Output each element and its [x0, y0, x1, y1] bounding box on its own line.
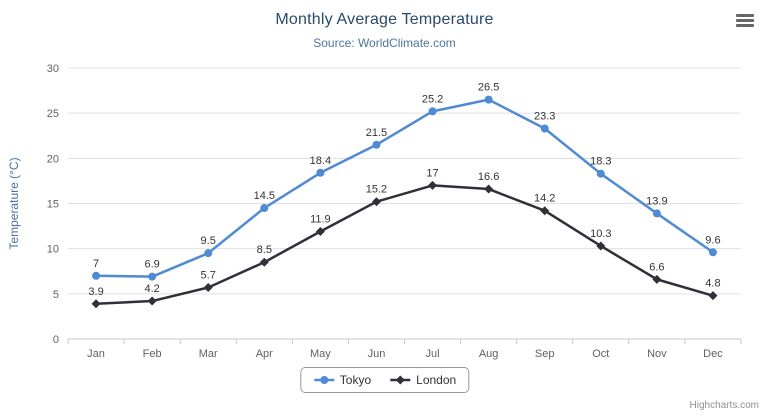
y-axis-tick-label: 0: [53, 334, 59, 346]
legend-marker-shape: [319, 376, 328, 384]
data-label: 15.2: [366, 184, 387, 196]
y-axis-tick-label: 30: [47, 63, 59, 75]
data-label: 10.3: [590, 228, 611, 240]
data-label: 18.3: [590, 156, 611, 168]
x-axis-tick-label: Oct: [592, 348, 609, 360]
london-data-point[interactable]: [91, 299, 101, 309]
y-axis-tick-label: 20: [47, 153, 59, 165]
london-data-point[interactable]: [596, 241, 606, 251]
tokyo-data-point[interactable]: [540, 124, 549, 133]
export-menu-button[interactable]: [733, 10, 757, 30]
london-data-point[interactable]: [428, 180, 438, 190]
london-data-point[interactable]: [315, 227, 325, 237]
legend-label: London: [416, 373, 457, 387]
data-label: 8.5: [257, 244, 272, 256]
x-axis-tick-label: Apr: [256, 348, 273, 360]
hamburger-icon: [736, 14, 754, 17]
data-label: 11.9: [310, 214, 331, 226]
y-axis-tick-label: 10: [47, 244, 59, 256]
london-legend-marker-icon: [390, 375, 411, 385]
legend-item-tokyo[interactable]: Tokyo: [313, 373, 371, 387]
tokyo-data-point[interactable]: [148, 272, 157, 281]
x-axis-tick-label: Jul: [426, 348, 440, 360]
legend: Tokyo London: [299, 367, 470, 393]
tokyo-data-point[interactable]: [204, 249, 213, 258]
x-axis-tick-label: Jun: [368, 348, 386, 360]
tokyo-legend-marker-icon: [313, 376, 334, 384]
data-label: 14.2: [534, 193, 555, 205]
data-label: 18.4: [310, 155, 331, 167]
tokyo-data-point[interactable]: [652, 209, 661, 218]
x-axis-tick-label: Dec: [703, 348, 723, 360]
data-label: 7: [93, 258, 99, 270]
data-label: 5.7: [201, 270, 216, 282]
legend-marker-shape: [395, 375, 405, 385]
london-series-line: [94, 184, 715, 306]
x-axis-tick-label: Feb: [143, 348, 162, 360]
tokyo-data-point[interactable]: [372, 140, 381, 149]
data-label: 14.5: [254, 190, 275, 202]
london-data-point[interactable]: [147, 296, 157, 306]
data-label: 25.2: [422, 93, 443, 105]
london-data-point[interactable]: [708, 291, 718, 301]
data-label: 6.6: [649, 261, 664, 273]
tokyo-data-point[interactable]: [596, 169, 605, 178]
chart-title: Monthly Average Temperature: [275, 11, 494, 28]
tokyo-data-point[interactable]: [260, 204, 269, 213]
y-axis-tick-label: 5: [53, 289, 59, 301]
london-data-point[interactable]: [203, 283, 213, 293]
y-axis-tick-label: 25: [47, 108, 59, 120]
data-label: 6.9: [144, 259, 159, 271]
london-data-point[interactable]: [371, 197, 381, 207]
london-data-point[interactable]: [540, 206, 550, 216]
chart-subtitle: Source: WorldClimate.com: [313, 36, 456, 50]
x-axis-tick-label: May: [310, 348, 331, 360]
tokyo-data-point[interactable]: [484, 95, 493, 104]
x-axis-tick-label: Aug: [479, 348, 499, 360]
tokyo-series-line: [94, 98, 715, 278]
data-label: 4.8: [705, 278, 720, 290]
data-label: 3.9: [88, 286, 103, 298]
data-label: 17: [426, 167, 438, 179]
y-axis-tick-label: 15: [47, 199, 59, 211]
credits-link[interactable]: Highcharts.com: [689, 400, 759, 411]
tokyo-data-point[interactable]: [428, 107, 437, 116]
y-axis-title: Temperature (°C): [7, 157, 21, 249]
legend-item-london[interactable]: London: [389, 373, 456, 387]
tokyo-data-point[interactable]: [92, 271, 101, 280]
data-label: 9.5: [201, 235, 216, 247]
data-label: 21.5: [366, 127, 387, 139]
x-axis-tick-label: Nov: [647, 348, 667, 360]
london-data-point[interactable]: [259, 257, 269, 267]
legend-label: Tokyo: [339, 373, 372, 387]
x-axis-tick-label: Jan: [87, 348, 105, 360]
data-label: 4.2: [144, 283, 159, 295]
hamburger-icon: [736, 19, 754, 22]
x-axis-tick-label: Sep: [535, 348, 555, 360]
data-label: 16.6: [478, 171, 499, 183]
london-data-point[interactable]: [484, 184, 494, 194]
data-label: 13.9: [646, 195, 667, 207]
data-label: 26.5: [478, 82, 499, 94]
data-label: 23.3: [534, 111, 555, 123]
tokyo-data-point[interactable]: [708, 248, 717, 257]
tokyo-data-point[interactable]: [316, 168, 325, 177]
x-axis-tick-label: Mar: [199, 348, 218, 360]
data-label: 9.6: [705, 234, 720, 246]
london-data-point[interactable]: [652, 274, 662, 284]
hamburger-icon: [736, 24, 754, 27]
